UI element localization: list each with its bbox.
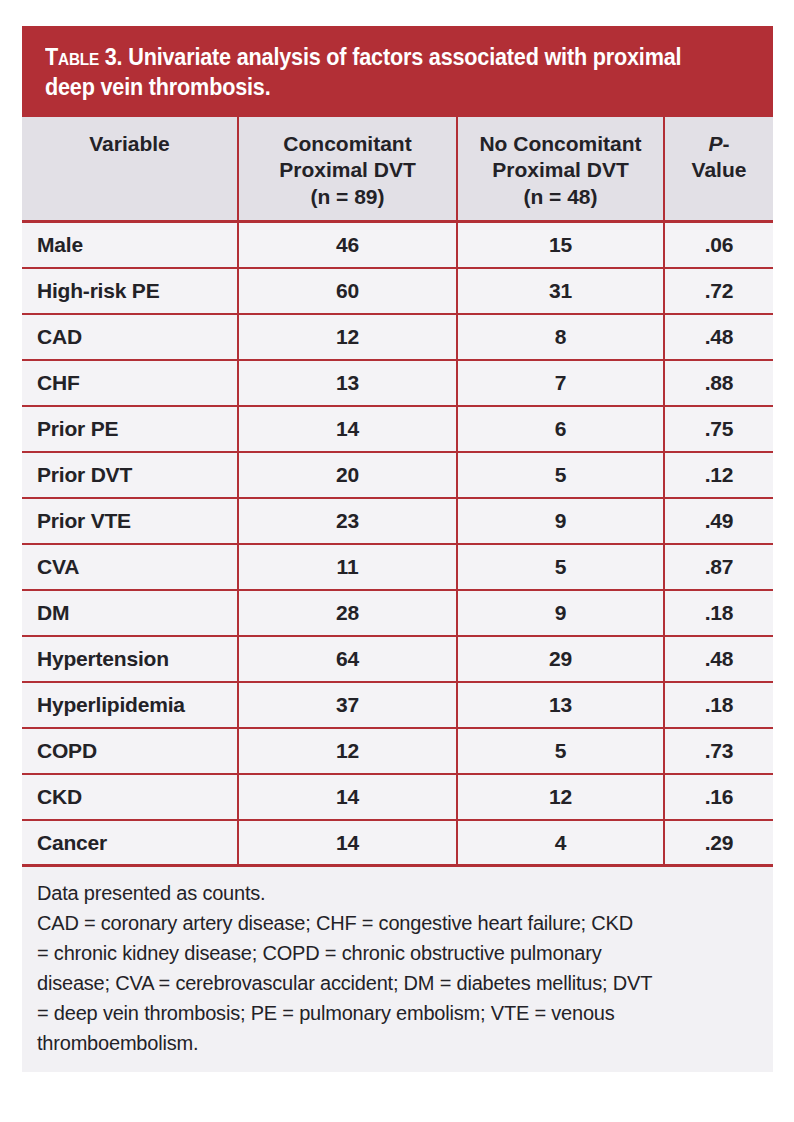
table-label: Table 3.: [45, 43, 122, 70]
table-title-text: Univariate analysis of factors associate…: [45, 43, 681, 100]
row-concomitant-cell: 28: [238, 590, 457, 636]
row-concomitant-cell: 20: [238, 452, 457, 498]
row-concomitant-cell: 64: [238, 636, 457, 682]
row-no-concomitant-cell: 6: [457, 406, 664, 452]
row-variable-cell: CHF: [22, 360, 238, 406]
row-pvalue-cell: .73: [664, 728, 773, 774]
pvalue-hyphen: -: [723, 132, 730, 155]
table-row: CHF 13 7 .88: [22, 360, 773, 406]
row-variable-cell: High-risk PE: [22, 268, 238, 314]
table-row: Hyperlipidemia 37 13 .18: [22, 682, 773, 728]
row-variable-cell: Hypertension: [22, 636, 238, 682]
table-row: Male 46 15 .06: [22, 222, 773, 268]
table-body: Male 46 15 .06 High-risk PE 60 31 .72 CA…: [22, 222, 773, 866]
row-concomitant-cell: 37: [238, 682, 457, 728]
row-variable-cell: COPD: [22, 728, 238, 774]
row-pvalue-cell: .87: [664, 544, 773, 590]
row-concomitant-cell: 11: [238, 544, 457, 590]
table-title: Table 3. Univariate analysis of factors …: [45, 42, 751, 103]
row-pvalue-cell: .88: [664, 360, 773, 406]
row-concomitant-cell: 60: [238, 268, 457, 314]
table-footnote: Data presented as counts. CAD = coronary…: [22, 867, 773, 1072]
pvalue-italic-p: P: [708, 132, 722, 155]
row-pvalue-cell: .75: [664, 406, 773, 452]
row-no-concomitant-cell: 15: [457, 222, 664, 268]
row-pvalue-cell: .72: [664, 268, 773, 314]
row-variable-cell: Prior PE: [22, 406, 238, 452]
row-no-concomitant-cell: 13: [457, 682, 664, 728]
row-variable-cell: Prior VTE: [22, 498, 238, 544]
pvalue-line2: Value: [692, 158, 747, 181]
table3-card: Table 3. Univariate analysis of factors …: [22, 26, 773, 1072]
table-row: Prior PE 14 6 .75: [22, 406, 773, 452]
table-row: Hypertension 64 29 .48: [22, 636, 773, 682]
row-concomitant-cell: 12: [238, 728, 457, 774]
row-variable-cell: CVA: [22, 544, 238, 590]
row-variable-cell: CKD: [22, 774, 238, 820]
row-concomitant-cell: 23: [238, 498, 457, 544]
row-concomitant-cell: 46: [238, 222, 457, 268]
row-pvalue-cell: .48: [664, 314, 773, 360]
row-no-concomitant-cell: 5: [457, 544, 664, 590]
row-no-concomitant-cell: 5: [457, 452, 664, 498]
row-concomitant-cell: 13: [238, 360, 457, 406]
row-concomitant-cell: 14: [238, 774, 457, 820]
row-variable-cell: Male: [22, 222, 238, 268]
row-no-concomitant-cell: 29: [457, 636, 664, 682]
footnote-abbreviations: CAD = coronary artery disease; CHF = con…: [37, 908, 758, 1058]
row-no-concomitant-cell: 7: [457, 360, 664, 406]
row-no-concomitant-cell: 12: [457, 774, 664, 820]
row-no-concomitant-cell: 8: [457, 314, 664, 360]
footnote-counts-line: Data presented as counts.: [37, 878, 758, 908]
table-title-banner: Table 3. Univariate analysis of factors …: [22, 26, 773, 117]
row-variable-cell: DM: [22, 590, 238, 636]
table-row: CAD 12 8 .48: [22, 314, 773, 360]
table-row: High-risk PE 60 31 .72: [22, 268, 773, 314]
table-row: DM 28 9 .18: [22, 590, 773, 636]
univariate-analysis-table: Variable Concomitant Proximal DVT (n = 8…: [22, 117, 773, 867]
row-concomitant-cell: 14: [238, 820, 457, 866]
row-pvalue-cell: .16: [664, 774, 773, 820]
row-no-concomitant-cell: 5: [457, 728, 664, 774]
row-no-concomitant-cell: 4: [457, 820, 664, 866]
row-pvalue-cell: .06: [664, 222, 773, 268]
row-variable-cell: Cancer: [22, 820, 238, 866]
row-pvalue-cell: .49: [664, 498, 773, 544]
col-header-concomitant: Concomitant Proximal DVT (n = 89): [238, 117, 457, 222]
row-variable-cell: Hyperlipidemia: [22, 682, 238, 728]
row-variable-cell: Prior DVT: [22, 452, 238, 498]
row-no-concomitant-cell: 31: [457, 268, 664, 314]
table-row: Cancer 14 4 .29: [22, 820, 773, 866]
table-row: COPD 12 5 .73: [22, 728, 773, 774]
row-pvalue-cell: .29: [664, 820, 773, 866]
row-pvalue-cell: .12: [664, 452, 773, 498]
table-row: Prior DVT 20 5 .12: [22, 452, 773, 498]
col-header-pvalue: P- Value: [664, 117, 773, 222]
row-pvalue-cell: .18: [664, 590, 773, 636]
col-header-variable: Variable: [22, 117, 238, 222]
row-no-concomitant-cell: 9: [457, 498, 664, 544]
row-pvalue-cell: .18: [664, 682, 773, 728]
row-concomitant-cell: 12: [238, 314, 457, 360]
row-pvalue-cell: .48: [664, 636, 773, 682]
table-header-row: Variable Concomitant Proximal DVT (n = 8…: [22, 117, 773, 222]
table-row: CKD 14 12 .16: [22, 774, 773, 820]
table-row: CVA 11 5 .87: [22, 544, 773, 590]
row-variable-cell: CAD: [22, 314, 238, 360]
table-row: Prior VTE 23 9 .49: [22, 498, 773, 544]
col-header-no-concomitant: No Concomitant Proximal DVT (n = 48): [457, 117, 664, 222]
row-concomitant-cell: 14: [238, 406, 457, 452]
row-no-concomitant-cell: 9: [457, 590, 664, 636]
